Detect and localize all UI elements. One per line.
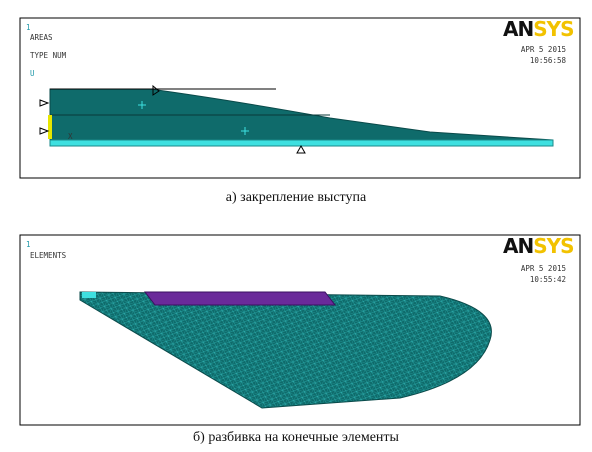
- base-strip: [49, 139, 554, 147]
- panel-b: 1 ELEMENTS ANSYS APR 5 2015 10:55:42: [19, 234, 581, 426]
- caption: а) закрепление выступа: [226, 190, 367, 205]
- label: AREAS: [30, 33, 53, 42]
- label: TYPE NUM: [30, 51, 67, 60]
- window-number: 1: [26, 23, 31, 32]
- constraint: [48, 115, 52, 139]
- date: APR 5 2015: [521, 264, 566, 273]
- support-symbol: [152, 84, 306, 154]
- area-shape: [49, 88, 554, 147]
- constraint: [82, 292, 96, 298]
- area-marker: [138, 101, 249, 135]
- mesh: [79, 291, 492, 409]
- origin-mark: X: [68, 132, 73, 141]
- support-symbol: [39, 99, 50, 135]
- axis-mark: U: [30, 69, 35, 78]
- label: ELEMENTS: [30, 251, 67, 260]
- logo-part: SYS: [533, 17, 573, 41]
- caption: б) разбивка на конечные элементы: [193, 430, 400, 445]
- panel-a: 1 AREAS TYPE NUM U ANSYS APR 5 2015 10:5…: [19, 17, 581, 179]
- logo: ANSYS: [503, 17, 574, 41]
- time: 10:56:58: [530, 56, 567, 65]
- window-number: 1: [26, 240, 31, 249]
- logo-part: AN: [503, 234, 533, 258]
- logo-part: AN: [503, 17, 533, 41]
- element-group: [143, 291, 337, 306]
- logo-part: SYS: [533, 234, 573, 258]
- date: APR 5 2015: [521, 45, 566, 54]
- logo: ANSYS: [503, 234, 574, 258]
- time: 10:55:42: [530, 275, 566, 284]
